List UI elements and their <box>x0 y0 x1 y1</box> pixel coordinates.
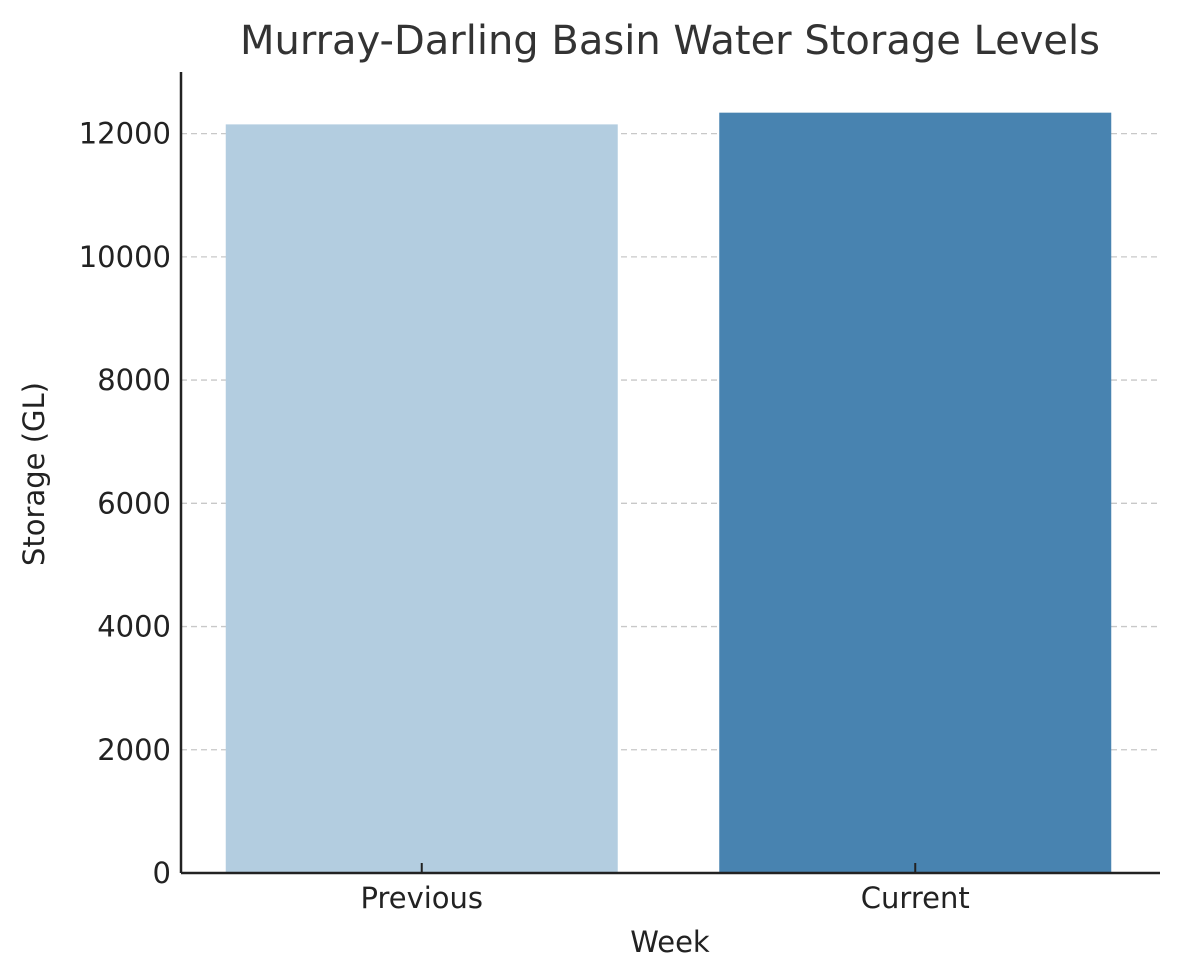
x-tick-label-previous: Previous <box>360 881 483 915</box>
y-tick-label-6000: 6000 <box>97 486 171 520</box>
y-tick-label-10000: 10000 <box>79 240 171 274</box>
ticks: 0 2000 4000 6000 8000 10000 12000 Previous Curre… <box>79 117 970 915</box>
axes <box>179 72 1160 875</box>
y-tick-label-8000: 8000 <box>97 363 171 397</box>
y-tick-label-12000: 12000 <box>79 117 171 151</box>
y-axis-label: Storage (GL) <box>17 382 51 566</box>
bar-current <box>719 112 1112 874</box>
x-tick-label-current: Current <box>861 881 970 915</box>
y-tick-label-0: 0 <box>153 856 171 890</box>
chart-title: Murray-Darling Basin Water Storage Level… <box>240 18 1100 64</box>
x-axis-label: Week <box>630 925 710 959</box>
bars <box>225 112 1112 874</box>
y-tick-label-2000: 2000 <box>97 733 171 767</box>
bar-previous <box>225 124 618 874</box>
y-tick-label-4000: 4000 <box>97 610 171 644</box>
